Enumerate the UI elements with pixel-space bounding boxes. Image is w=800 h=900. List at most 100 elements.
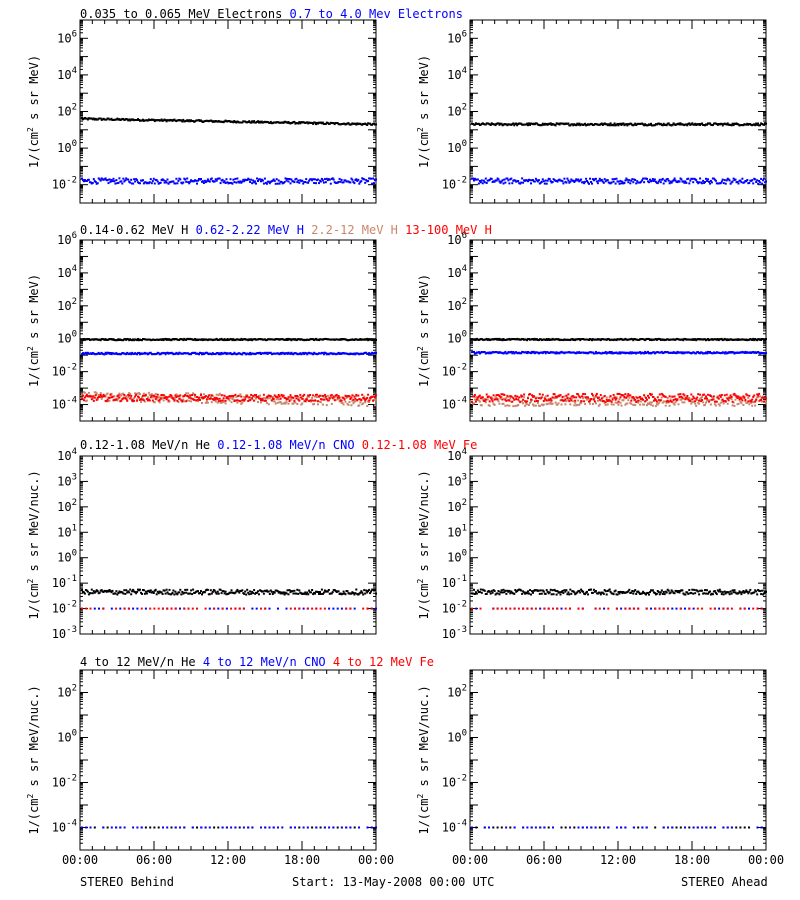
data-point — [111, 589, 114, 592]
data-point — [358, 182, 361, 185]
data-point — [321, 179, 324, 182]
data-point — [497, 178, 500, 181]
data-point — [706, 179, 708, 182]
data-point — [719, 395, 722, 398]
data-point — [128, 591, 131, 594]
data-point — [323, 393, 326, 396]
data-point — [712, 177, 715, 180]
data-point — [176, 182, 179, 185]
data-point — [164, 353, 167, 356]
data-point — [115, 398, 118, 401]
data-point — [737, 402, 740, 405]
data-point — [754, 124, 757, 127]
data-point — [297, 396, 300, 399]
data-point — [648, 181, 650, 184]
data-point — [95, 398, 98, 401]
data-point — [178, 397, 181, 400]
data-point — [257, 590, 259, 593]
data-point — [196, 182, 198, 185]
data-point — [701, 395, 704, 398]
data-point — [532, 179, 534, 182]
data-point — [83, 396, 86, 399]
data-point — [240, 402, 243, 405]
data-point — [528, 404, 530, 406]
data-point — [86, 590, 89, 593]
data-point — [313, 182, 316, 184]
data-point — [639, 395, 642, 398]
data-point — [553, 393, 556, 396]
data-point — [209, 589, 212, 592]
data-point — [117, 181, 120, 184]
data-point — [353, 395, 356, 398]
data-point — [717, 397, 720, 400]
data-point — [660, 350, 663, 353]
data-point — [199, 399, 201, 401]
data-point — [164, 119, 167, 122]
y-tick-label: 100 — [57, 549, 77, 565]
data-point — [311, 396, 314, 399]
data-point — [224, 402, 227, 405]
data-point — [688, 182, 691, 185]
data-point — [225, 397, 228, 400]
data-point — [372, 399, 375, 402]
data-point — [765, 122, 767, 125]
data-point — [360, 180, 363, 183]
data-point — [667, 179, 670, 182]
data-point — [267, 180, 270, 183]
data-point — [82, 394, 84, 397]
data-point — [634, 122, 637, 125]
data-point — [192, 588, 195, 591]
data-point — [352, 402, 355, 405]
data-point — [330, 394, 333, 397]
data-point — [518, 396, 521, 399]
data-point — [759, 395, 762, 398]
data-point — [687, 177, 690, 180]
data-point — [225, 178, 228, 181]
data-point — [752, 337, 755, 340]
data-point — [87, 593, 90, 596]
data-point — [147, 391, 150, 394]
data-point — [549, 180, 552, 183]
data-point — [733, 392, 736, 395]
data-point — [239, 393, 242, 396]
data-point — [520, 352, 523, 355]
data-point — [194, 395, 197, 398]
data-point — [716, 396, 719, 399]
data-point — [711, 398, 714, 401]
data-point — [187, 181, 190, 184]
series-0-7-to-4-0-mev-electrons — [81, 177, 377, 185]
data-point — [480, 179, 483, 182]
plot-frame — [79, 239, 377, 422]
data-point — [308, 400, 311, 402]
data-point — [328, 178, 331, 181]
data-point — [671, 395, 674, 398]
y-tick-label: 106 — [447, 29, 467, 45]
data-point — [233, 400, 236, 402]
data-point — [472, 177, 474, 180]
data-point — [506, 177, 509, 180]
data-point — [351, 394, 354, 397]
data-point — [600, 397, 603, 400]
y-tick-label: 102 — [447, 297, 467, 313]
data-point — [155, 352, 158, 355]
data-point — [743, 181, 746, 184]
data-point — [366, 405, 369, 407]
data-point — [109, 180, 112, 183]
data-point — [724, 351, 727, 354]
data-point — [287, 180, 290, 183]
data-point — [250, 178, 253, 181]
data-point — [218, 397, 221, 400]
data-point — [752, 182, 755, 185]
data-point — [630, 122, 633, 125]
data-point — [477, 399, 480, 402]
data-point — [692, 181, 695, 184]
data-point — [375, 338, 377, 341]
data-point — [280, 393, 283, 396]
data-point — [620, 182, 623, 185]
data-point — [694, 400, 697, 403]
data-point — [207, 394, 210, 397]
data-point — [588, 397, 590, 400]
data-point — [264, 397, 267, 400]
data-point — [616, 392, 619, 395]
data-point — [722, 402, 725, 405]
